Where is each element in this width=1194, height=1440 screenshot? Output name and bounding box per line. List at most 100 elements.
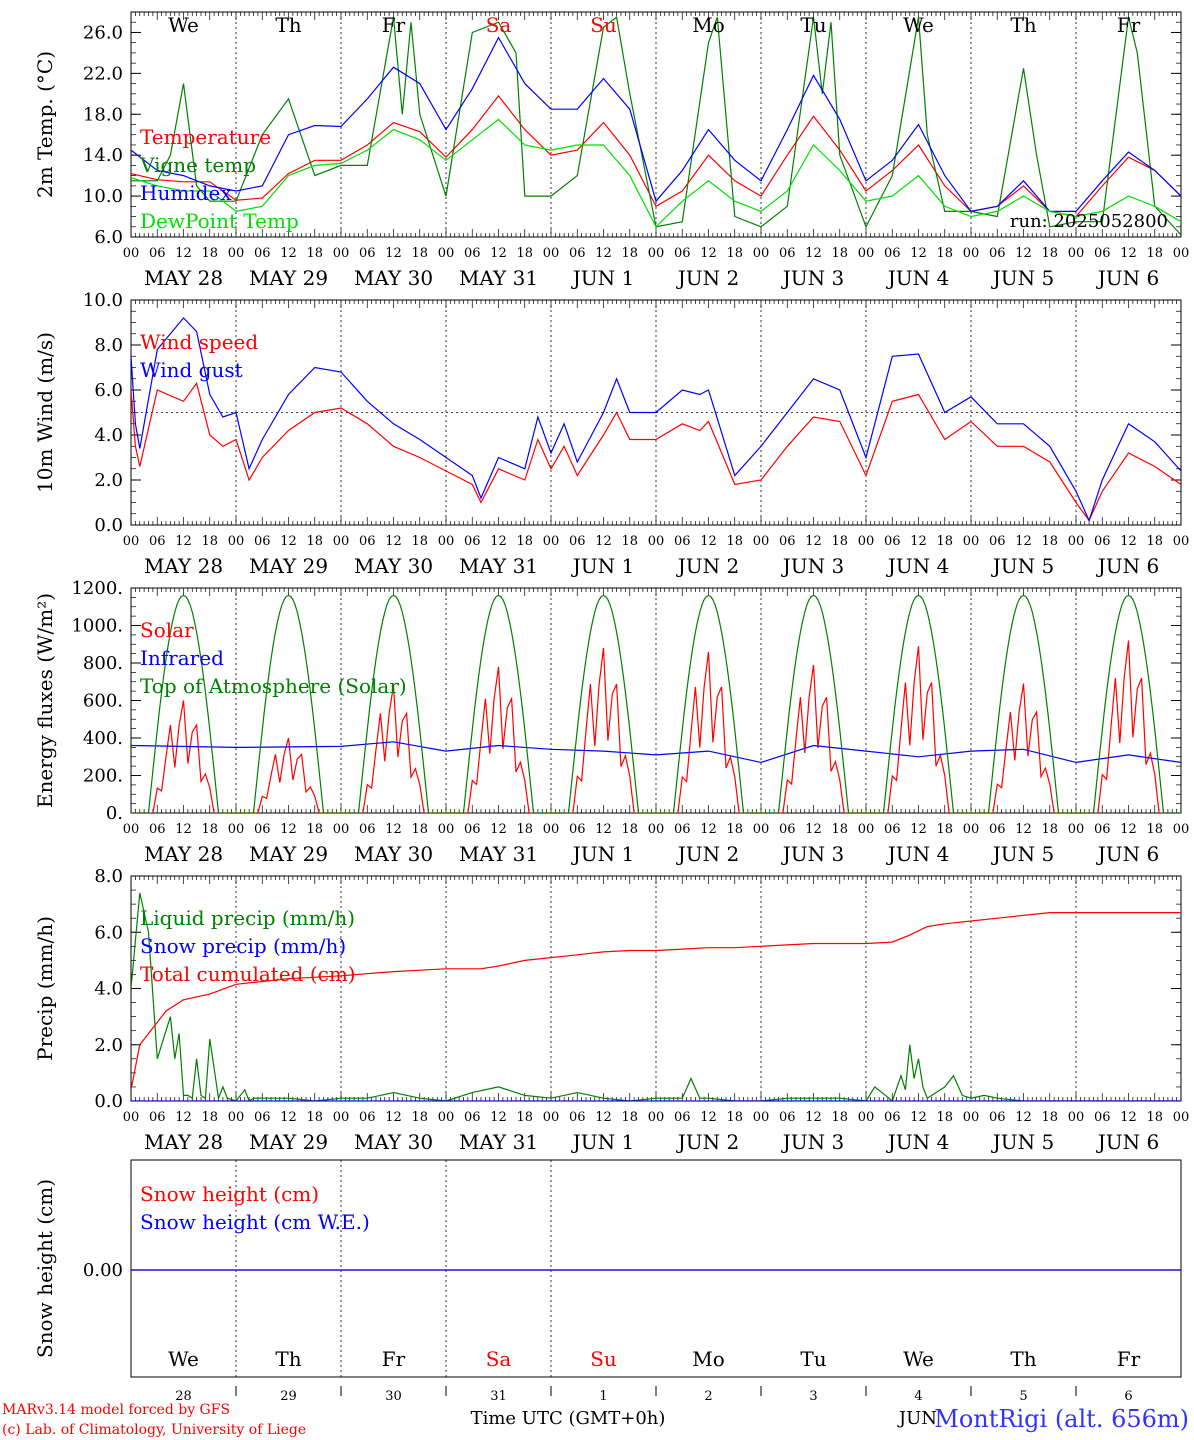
legend-entry: Vigne temp xyxy=(139,153,256,177)
y-tick-label: 600. xyxy=(83,691,123,712)
panel-frame xyxy=(130,1159,1182,1378)
hour-tick-label: 06 xyxy=(254,1110,271,1125)
hour-tick-label: 18 xyxy=(936,822,953,837)
hour-tick-label: 00 xyxy=(123,246,140,261)
hour-tick-label: 12 xyxy=(595,1110,612,1125)
date-label: MAY 31 xyxy=(459,1130,538,1154)
y-tick-label: 200. xyxy=(83,766,123,787)
hour-tick-label: 06 xyxy=(464,822,481,837)
hour-tick-label: 18 xyxy=(516,1110,533,1125)
footer-model-line: MARv3.14 model forced by GFS xyxy=(2,1402,230,1418)
hour-tick-label: 00 xyxy=(1173,1110,1190,1125)
hour-tick-label: 18 xyxy=(726,822,743,837)
hour-tick-label: 06 xyxy=(464,246,481,261)
weekday-label: We xyxy=(903,1347,934,1371)
day-number-label: 3 xyxy=(809,1389,817,1404)
series-line xyxy=(131,36,1181,213)
legend-entry: Liquid precip (mm/h) xyxy=(140,906,355,930)
hour-tick-label: 12 xyxy=(490,1110,507,1125)
station-label: MontRigi (alt. 656m) xyxy=(934,1405,1189,1433)
y-axis-label: 10m Wind (m/s) xyxy=(33,332,57,493)
hour-tick-label: 12 xyxy=(1120,1110,1137,1125)
hour-tick-label: 12 xyxy=(490,246,507,261)
hour-tick-label: 12 xyxy=(490,822,507,837)
hour-tick-label: 06 xyxy=(779,534,796,549)
hour-tick-label: 06 xyxy=(989,822,1006,837)
hour-tick-label: 12 xyxy=(385,1110,402,1125)
hour-tick-label: 06 xyxy=(569,1110,586,1125)
date-label: JUN 4 xyxy=(886,554,949,578)
weekday-label: We xyxy=(168,1347,199,1371)
legend-entry: Snow height (cm) xyxy=(140,1182,319,1206)
hour-tick-label: 12 xyxy=(1120,246,1137,261)
hour-tick-label: 18 xyxy=(831,534,848,549)
weekday-label: Fr xyxy=(1117,1347,1141,1371)
date-label: JUN 6 xyxy=(1096,1130,1159,1154)
hour-tick-label: 06 xyxy=(674,822,691,837)
hour-tick-label: 00 xyxy=(1068,534,1085,549)
y-tick-label: 10.0 xyxy=(83,290,123,311)
date-label: MAY 31 xyxy=(459,266,538,290)
y-axis-label: Precip (mm/h) xyxy=(33,916,57,1061)
hour-tick-label: 06 xyxy=(149,534,166,549)
hour-tick-label: 12 xyxy=(385,822,402,837)
hour-tick-label: 12 xyxy=(385,534,402,549)
hour-tick-label: 18 xyxy=(516,534,533,549)
hour-tick-label: 18 xyxy=(516,822,533,837)
day-number-label: 28 xyxy=(175,1389,192,1404)
hour-tick-label: 00 xyxy=(438,1110,455,1125)
hour-tick-label: 18 xyxy=(1146,1110,1163,1125)
hour-tick-label: 06 xyxy=(779,246,796,261)
date-label: MAY 28 xyxy=(144,554,223,578)
hour-tick-label: 12 xyxy=(1015,822,1032,837)
hour-tick-label: 06 xyxy=(569,822,586,837)
hour-tick-label: 18 xyxy=(1041,822,1058,837)
y-axis-label: Energy fluxes (W/m²) xyxy=(33,593,57,808)
hour-tick-label: 00 xyxy=(333,534,350,549)
weekday-label: Tu xyxy=(800,13,826,37)
hour-tick-label: 12 xyxy=(910,822,927,837)
hour-tick-label: 06 xyxy=(464,534,481,549)
hour-tick-label: 12 xyxy=(595,822,612,837)
y-tick-label: 800. xyxy=(83,653,123,674)
y-tick-label: 4.0 xyxy=(94,425,123,446)
hour-tick-label: 12 xyxy=(595,246,612,261)
hour-tick-label: 06 xyxy=(884,1110,901,1125)
hour-tick-label: 06 xyxy=(149,1110,166,1125)
hour-tick-label: 06 xyxy=(359,246,376,261)
date-label: MAY 31 xyxy=(459,554,538,578)
hour-tick-label: 00 xyxy=(543,822,560,837)
hour-tick-label: 00 xyxy=(858,246,875,261)
date-label: JUN 3 xyxy=(781,554,844,578)
hour-tick-label: 00 xyxy=(753,822,770,837)
series-lines xyxy=(131,16,1181,1271)
hour-tick-label: 12 xyxy=(910,1110,927,1125)
y-tick-label: 4.0 xyxy=(94,979,123,1000)
y-tick-label: 8.0 xyxy=(94,335,123,356)
hour-tick-label: 18 xyxy=(1146,822,1163,837)
hour-tick-label: 00 xyxy=(543,1110,560,1125)
date-label: MAY 29 xyxy=(249,266,328,290)
y-tick-label: 0.0 xyxy=(94,1091,123,1112)
hour-tick-label: 00 xyxy=(1173,822,1190,837)
hour-tick-label: 06 xyxy=(989,1110,1006,1125)
hour-tick-label: 18 xyxy=(726,534,743,549)
date-label: MAY 29 xyxy=(249,842,328,866)
hour-tick-label: 12 xyxy=(175,1110,192,1125)
weekday-label: Tu xyxy=(800,1347,826,1371)
date-label: JUN 3 xyxy=(781,1130,844,1154)
hour-tick-label: 06 xyxy=(884,534,901,549)
date-label: JUN 1 xyxy=(571,554,634,578)
hour-tick-label: 18 xyxy=(831,246,848,261)
y-tick-label: 22.0 xyxy=(83,63,123,84)
hour-tick-label: 18 xyxy=(621,534,638,549)
hour-tick-label: 18 xyxy=(936,1110,953,1125)
hour-tick-label: 00 xyxy=(1173,246,1190,261)
day-number-label: 5 xyxy=(1019,1389,1027,1404)
hour-tick-label: 00 xyxy=(1068,246,1085,261)
series-line xyxy=(131,892,1181,1101)
y-tick-label: 400. xyxy=(83,728,123,749)
run-label: run: 2025052800 xyxy=(1010,211,1168,232)
y-tick-label: 10.0 xyxy=(83,186,123,207)
